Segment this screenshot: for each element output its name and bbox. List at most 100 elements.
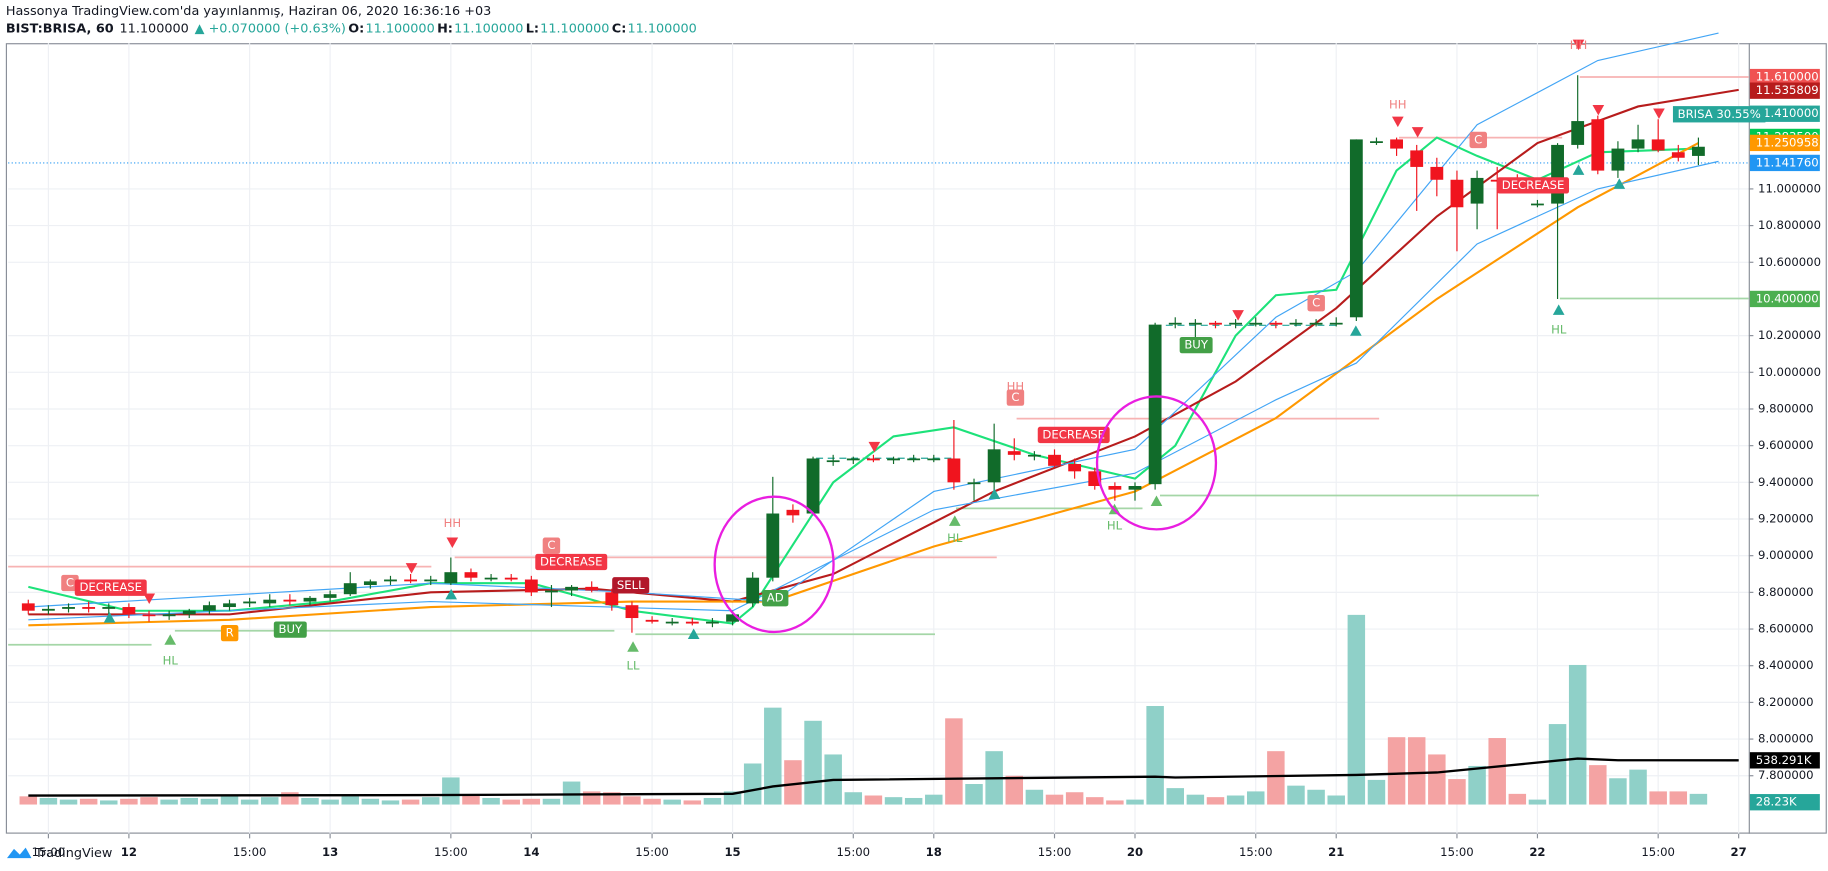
candle-body <box>585 586 599 591</box>
candle-body <box>283 599 297 602</box>
candle-body <box>746 577 760 604</box>
candle-body <box>263 599 277 604</box>
annotation-box <box>1179 336 1213 354</box>
header-text: 11.100000 <box>120 22 189 37</box>
header-text: H: <box>437 22 453 37</box>
annotation-box <box>542 537 561 554</box>
candle-body <box>122 607 136 615</box>
annotation: DECREASE <box>79 580 142 594</box>
candle-body <box>162 614 176 617</box>
candle-body <box>1591 119 1605 171</box>
candle-body <box>142 614 156 617</box>
volume-bar <box>643 798 661 805</box>
y-tick-label: 10.000000 <box>1758 365 1821 379</box>
volume-bar <box>140 797 158 805</box>
marker <box>1572 164 1585 175</box>
annotations: C DECREASE HH C DECREASE SELL R BUY HL LL AD HH C DEC… <box>61 38 1665 672</box>
candle-body <box>1068 463 1082 472</box>
annotation: HH <box>444 516 462 530</box>
candle-body <box>102 607 116 609</box>
line <box>28 142 1699 627</box>
volume-bar <box>1347 614 1366 805</box>
volume-bar <box>502 799 520 805</box>
volume-label: 28.23K <box>1756 795 1797 809</box>
candle-body <box>223 603 236 608</box>
candle-body <box>384 579 397 582</box>
header-text: BIST:BRISA, 60 <box>6 22 114 37</box>
header-text: C: <box>612 22 627 37</box>
candle-body <box>484 577 498 580</box>
candle-body <box>826 460 840 463</box>
volume-bar <box>1669 791 1688 805</box>
volume-bar <box>401 799 420 805</box>
logo <box>6 847 32 859</box>
price-label-box <box>1749 105 1820 122</box>
annotation: BUY <box>1184 338 1209 352</box>
y-tick-label: 9.000000 <box>1758 548 1814 562</box>
annotation: HH <box>1570 38 1588 52</box>
price-label: 11.250958 <box>1756 135 1819 149</box>
x-tick-label: 15:00 <box>1440 845 1474 859</box>
price-label: 11.141760 <box>1756 155 1819 169</box>
volume-bar <box>1548 724 1567 805</box>
candle-body <box>887 458 900 461</box>
candle-body <box>625 605 639 619</box>
volume-label-box <box>1749 794 1820 811</box>
volume-bar <box>1568 664 1587 805</box>
volume-bar <box>663 799 681 805</box>
header-text: 11.100000 <box>540 22 609 37</box>
volume-bar <box>1226 795 1245 805</box>
volume-bar <box>1146 706 1164 805</box>
y-tick-label: 8.600000 <box>1758 622 1814 636</box>
x-tick-label: 20 <box>1127 845 1143 859</box>
volume-bar <box>764 707 782 805</box>
candle-body <box>1450 179 1464 208</box>
marker <box>103 612 116 623</box>
volume-bar <box>1407 737 1426 805</box>
x-tick-label: 15:00 <box>1239 845 1273 859</box>
volume-bar <box>381 800 400 805</box>
volume-bar <box>1488 738 1506 805</box>
annotation-box <box>1037 426 1110 444</box>
candle-body <box>1249 322 1263 325</box>
price-label-box <box>1749 82 1820 99</box>
marker <box>445 588 457 600</box>
marker <box>1613 178 1626 189</box>
y-tick-label: 9.200000 <box>1758 512 1814 526</box>
y-tick-label: 8.800000 <box>1758 585 1814 599</box>
x-tick-label: 15:00 <box>837 845 871 859</box>
candle-body <box>1370 141 1383 143</box>
x-tick-label: 15:00 <box>32 845 66 859</box>
y-tick-label: 10.600000 <box>1758 255 1821 269</box>
x-tick-label: 15 <box>724 845 740 859</box>
volume-bar <box>1327 795 1345 805</box>
volume-bar <box>1508 793 1527 805</box>
annotation-box <box>61 574 79 592</box>
candle-body <box>605 592 619 606</box>
candle-body <box>1289 322 1303 325</box>
y-tick-label: 11.000000 <box>1758 181 1821 195</box>
highlight-circle <box>713 495 835 634</box>
candle-body <box>846 458 860 461</box>
volume-bar <box>1186 794 1205 805</box>
volume-bar <box>522 798 541 805</box>
candle-body <box>786 509 800 516</box>
annotation-box <box>273 621 307 638</box>
annotation-box <box>220 624 239 642</box>
candle-body <box>1611 148 1625 171</box>
volume-bar <box>1287 785 1305 805</box>
header-text: O: <box>348 22 364 37</box>
volume-bar <box>1045 794 1064 805</box>
candle-body <box>343 583 357 595</box>
y-tick-label: 10.200000 <box>1758 328 1821 342</box>
candle-body <box>62 607 75 609</box>
volume-bar <box>482 797 500 805</box>
candle-body <box>1349 139 1363 318</box>
grid <box>8 43 1749 834</box>
marker <box>1592 104 1605 116</box>
candle-body <box>1128 486 1142 490</box>
badge-box <box>1672 106 1766 123</box>
volume-bar <box>864 795 883 805</box>
annotation: C <box>1474 132 1482 146</box>
